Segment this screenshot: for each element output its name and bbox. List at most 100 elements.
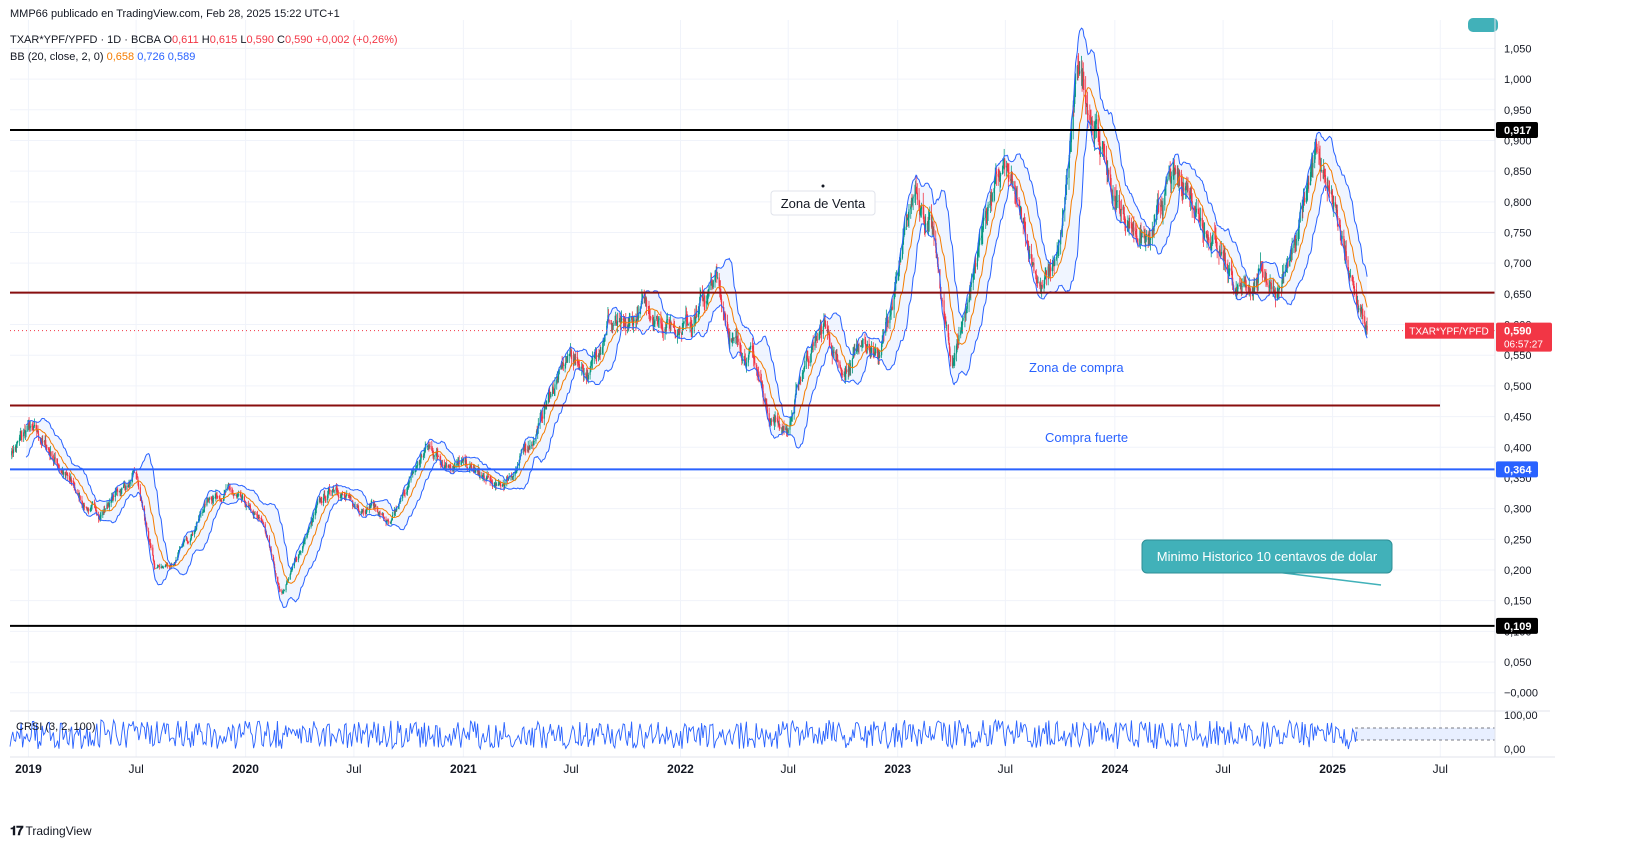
candle-body — [56, 463, 59, 465]
last-price-label: 0,590 — [1504, 326, 1532, 338]
candle-body — [218, 496, 221, 499]
candle-body — [1365, 326, 1367, 329]
candle-body — [802, 372, 804, 374]
candle-body — [747, 357, 749, 363]
candle-body — [1012, 181, 1014, 183]
change-value: +0,002 (+0,26%) — [315, 34, 398, 46]
candle-body — [135, 472, 137, 475]
candle-body — [975, 263, 977, 267]
candle-body — [1123, 206, 1125, 214]
candle-body — [1206, 234, 1208, 238]
candle-body — [958, 335, 960, 342]
candle-body — [1231, 269, 1233, 278]
candle-body — [981, 232, 983, 236]
last-price-tag — [1496, 322, 1552, 352]
candle-body — [202, 511, 204, 513]
candle-body — [897, 272, 899, 280]
candle-body — [553, 388, 555, 390]
bb-legend[interactable]: BB (20, close, 2, 0) 0,658 0,726 0,589 — [10, 51, 195, 63]
candle-body — [129, 481, 131, 485]
candle-body — [1070, 129, 1072, 143]
candle-body — [952, 361, 955, 363]
candle-body — [437, 454, 439, 456]
candle-body — [28, 422, 30, 428]
candle-body — [260, 517, 262, 519]
candle-body — [1249, 288, 1252, 293]
candle-body — [881, 343, 883, 356]
candle-body — [1243, 281, 1245, 287]
candle-body — [481, 475, 483, 477]
candle-body — [997, 173, 999, 177]
candle-body — [495, 483, 497, 486]
candle-body — [20, 433, 22, 436]
bb-basis-line — [25, 86, 1368, 584]
candle-body — [1198, 213, 1200, 218]
candle-body — [35, 424, 37, 430]
footer-brand[interactable]: 𝟏𝟕 TradingView — [10, 823, 92, 839]
candle-body — [1343, 235, 1345, 248]
candle-body — [48, 447, 50, 450]
candle-body — [115, 490, 117, 492]
candle-body — [826, 326, 829, 334]
candle-body — [762, 384, 764, 392]
candle-body — [841, 373, 843, 375]
candle-body — [987, 204, 989, 211]
time-axis[interactable]: 2019 Jul 2020 Jul 2021 Jul 2022 Jul 2023 Jul 2024 J… — [10, 756, 1555, 776]
candle-body — [145, 522, 147, 527]
candle-body — [64, 472, 66, 476]
candle-body — [918, 199, 920, 211]
candle-body — [1105, 157, 1108, 167]
candle-body — [1318, 151, 1320, 153]
candle-body — [123, 485, 125, 489]
candle-body — [408, 483, 410, 486]
candle-body — [112, 495, 115, 497]
candle-body — [1020, 208, 1023, 219]
open-value: 0,611 — [172, 34, 199, 46]
candle-body — [670, 321, 672, 325]
candle-body — [647, 306, 649, 309]
candle-body — [525, 449, 527, 451]
candle-body — [470, 465, 472, 467]
candle-body — [1166, 179, 1168, 183]
candle-body — [407, 485, 409, 490]
candle-body — [893, 296, 895, 310]
candle-body — [969, 291, 971, 300]
candle-body — [565, 362, 567, 365]
minimo-callout-box — [1141, 539, 1393, 574]
candle-body — [591, 356, 594, 361]
compra-fuerte-label: Compra fuerte — [1045, 430, 1128, 445]
bb-upper-line — [25, 27, 1368, 570]
candle-body — [1304, 197, 1306, 203]
candle-body — [233, 494, 235, 496]
symbol-legend[interactable]: TXAR*YPF/YPFD · 1D · BCBA O0,611 H0,615 … — [10, 34, 398, 46]
candle-body — [1002, 167, 1005, 169]
candle-body — [729, 338, 731, 342]
candle-body — [1168, 173, 1170, 180]
candle-body — [275, 573, 277, 577]
candle-body — [1256, 278, 1258, 281]
candle-body — [577, 363, 579, 365]
candle-body — [1182, 192, 1184, 194]
candle-body — [241, 497, 243, 499]
candle-body — [1266, 282, 1268, 286]
candle-body — [978, 240, 980, 247]
candle-body — [1316, 146, 1318, 152]
candle-body — [1124, 216, 1126, 225]
candle-body — [801, 372, 804, 382]
candle-body — [673, 327, 676, 331]
candle-body — [1141, 236, 1143, 238]
candle-body — [757, 373, 760, 375]
candle-body — [995, 171, 998, 174]
candle-body — [923, 214, 925, 222]
candle-body — [1339, 220, 1341, 225]
candle-body — [1269, 282, 1271, 287]
candle-body — [857, 344, 859, 349]
candle-body — [949, 348, 951, 356]
candle-body — [249, 505, 251, 509]
candle-body — [431, 450, 434, 453]
candle-body — [707, 289, 710, 293]
candle-body — [1287, 260, 1289, 267]
candle-body — [733, 337, 735, 339]
price-axis[interactable]: 1,050 1,000 0,950 0,900 0,850 0,800 0,750 0,700… — [1405, 18, 1552, 757]
